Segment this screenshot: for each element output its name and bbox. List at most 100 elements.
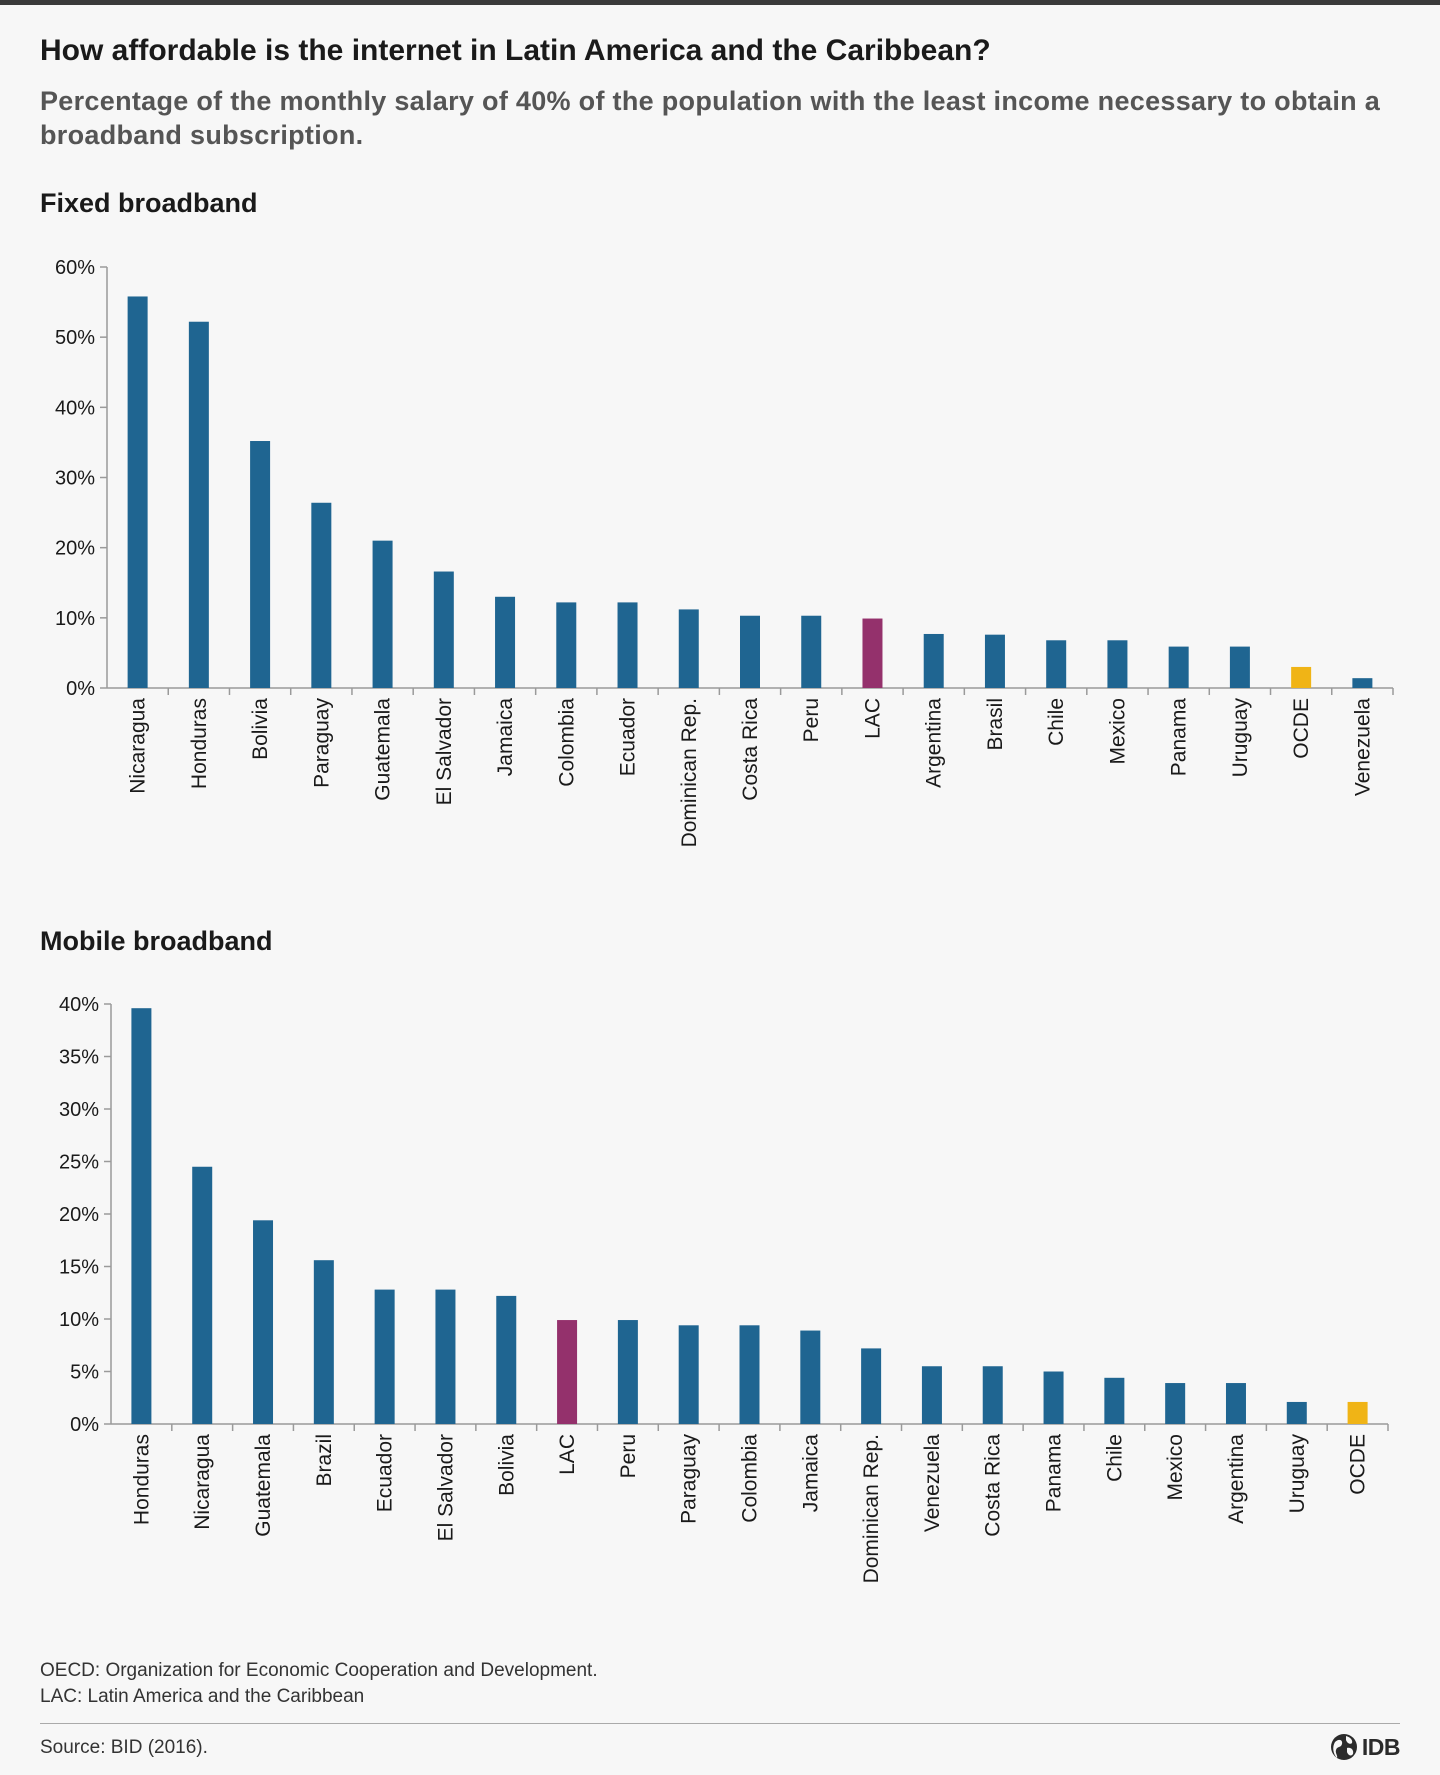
page-subtitle: Percentage of the monthly salary of 40% … bbox=[40, 86, 1381, 150]
category-label: Honduras bbox=[130, 1434, 153, 1525]
bar-jamaica bbox=[800, 1330, 821, 1424]
category-label: Ecuador bbox=[374, 1434, 397, 1512]
category-label: Nicaragua bbox=[127, 698, 150, 794]
bar-peru bbox=[801, 615, 822, 688]
bar-dominican-rep bbox=[861, 1348, 882, 1424]
top-bar bbox=[0, 0, 1440, 5]
bar-uruguay bbox=[1229, 646, 1250, 688]
bar-ocde bbox=[1291, 666, 1312, 688]
category-label: Venezuela bbox=[921, 1434, 944, 1532]
category-label: Nicaragua bbox=[191, 1434, 214, 1530]
y-tick-label: 30% bbox=[59, 1099, 99, 1121]
y-tick-label: 60% bbox=[55, 257, 95, 279]
mobile-broadband-chart: 0% 5% 10% 15% 20% 25% 30% 35% 40% Honduras Nicarag… bbox=[59, 994, 1389, 1583]
category-label: Argentina bbox=[1225, 1434, 1248, 1524]
bar-venezuela bbox=[1352, 678, 1373, 688]
category-label: Brazil bbox=[313, 1434, 336, 1487]
bar-uruguay bbox=[1286, 1401, 1307, 1424]
bar-colombia bbox=[739, 1325, 760, 1424]
y-tick-label: 10% bbox=[55, 608, 95, 630]
bar-argentina bbox=[1225, 1383, 1246, 1424]
bar-ocde bbox=[1347, 1401, 1368, 1424]
mobile-broadband-title: Mobile broadband bbox=[40, 926, 273, 956]
bar-venezuela bbox=[921, 1366, 942, 1424]
category-label: Jamaica bbox=[494, 698, 517, 777]
bar-paraguay bbox=[311, 502, 332, 688]
source-note: Source: BID (2016). bbox=[40, 1737, 208, 1758]
bar-lac bbox=[557, 1320, 578, 1424]
category-label: Panama bbox=[1043, 1434, 1066, 1513]
bar-costa-rica bbox=[982, 1366, 1003, 1424]
category-label: Panama bbox=[1168, 698, 1191, 777]
category-label: Peru bbox=[617, 1434, 640, 1478]
category-label: Uruguay bbox=[1286, 1434, 1309, 1514]
bar-mexico bbox=[1107, 640, 1128, 688]
bar-bolivia bbox=[496, 1295, 517, 1424]
category-label: Colombia bbox=[555, 698, 578, 787]
category-label: Guatemala bbox=[372, 698, 395, 801]
category-label: El Salvador bbox=[434, 1434, 457, 1541]
category-label: LAC bbox=[861, 698, 884, 739]
oecd-footnote: OECD: Organization for Economic Cooperat… bbox=[40, 1660, 598, 1681]
category-label: Dominican Rep. bbox=[678, 698, 701, 847]
y-tick-label: 15% bbox=[59, 1257, 99, 1279]
category-label: Uruguay bbox=[1229, 698, 1252, 778]
bar-guatemala bbox=[372, 540, 393, 688]
bar-ecuador bbox=[617, 602, 638, 688]
y-tick-label: 20% bbox=[55, 538, 95, 560]
bar-nicaragua bbox=[127, 296, 148, 688]
y-tick-label: 0% bbox=[70, 1414, 99, 1436]
category-label: Mexico bbox=[1164, 1434, 1187, 1501]
bar-panama bbox=[1043, 1371, 1064, 1424]
logo-text: IDB bbox=[1361, 1733, 1401, 1760]
category-label: Jamaica bbox=[799, 1434, 822, 1513]
category-label: OCDE bbox=[1347, 1434, 1370, 1495]
bar-peru bbox=[617, 1320, 638, 1424]
category-label: Chile bbox=[1045, 698, 1068, 746]
globe-icon bbox=[1330, 1734, 1357, 1760]
bar-costa-rica bbox=[740, 615, 760, 688]
y-tick-label: 20% bbox=[59, 1204, 99, 1226]
bar-el-salvador bbox=[433, 571, 454, 688]
category-label: Brasil bbox=[984, 698, 1007, 751]
category-label: Mexico bbox=[1106, 698, 1129, 765]
category-label: Paraguay bbox=[310, 698, 333, 788]
category-label: Bolivia bbox=[495, 1434, 518, 1496]
bar-jamaica bbox=[495, 596, 516, 688]
bar-brasil bbox=[984, 634, 1005, 688]
category-label: Peru bbox=[800, 698, 823, 742]
y-tick-label: 10% bbox=[59, 1309, 99, 1331]
idb-logo: IDB bbox=[1329, 1732, 1401, 1762]
footer-divider bbox=[40, 1723, 1400, 1724]
y-tick-label: 30% bbox=[55, 468, 95, 490]
bar-colombia bbox=[556, 602, 577, 688]
category-label: Bolivia bbox=[249, 698, 272, 760]
bar-brazil bbox=[313, 1260, 334, 1424]
y-tick-label: 50% bbox=[55, 327, 95, 349]
bar-dominican-rep bbox=[678, 609, 699, 688]
category-label: Venezuela bbox=[1351, 698, 1374, 796]
bar-panama bbox=[1168, 646, 1189, 688]
bar-lac bbox=[862, 618, 883, 688]
y-tick-label: 25% bbox=[59, 1152, 99, 1174]
category-label: Costa Rica bbox=[739, 698, 762, 801]
bar-chile bbox=[1104, 1377, 1125, 1424]
bar-paraguay bbox=[678, 1325, 699, 1424]
category-label: LAC bbox=[556, 1434, 579, 1475]
y-tick-label: 40% bbox=[59, 994, 99, 1016]
bar-bolivia bbox=[250, 441, 271, 688]
bar-el-salvador bbox=[435, 1289, 456, 1424]
page-title: How affordable is the internet in Latin … bbox=[40, 34, 991, 67]
y-tick-label: 0% bbox=[66, 678, 95, 700]
y-tick-label: 40% bbox=[55, 397, 95, 419]
bar-honduras bbox=[131, 1008, 152, 1424]
bar-argentina bbox=[923, 633, 944, 688]
category-label: Argentina bbox=[923, 698, 946, 788]
category-label: Honduras bbox=[188, 698, 211, 789]
bar-honduras bbox=[188, 321, 209, 688]
category-label: Paraguay bbox=[678, 1434, 701, 1524]
fixed-broadband-chart: 0% 10% 20% 30% 40% 50% 60% Nicaragua Honduras Bol… bbox=[55, 257, 1394, 847]
category-label: Ecuador bbox=[617, 698, 640, 776]
bar-ecuador bbox=[374, 1289, 395, 1424]
bar-guatemala bbox=[253, 1220, 274, 1424]
